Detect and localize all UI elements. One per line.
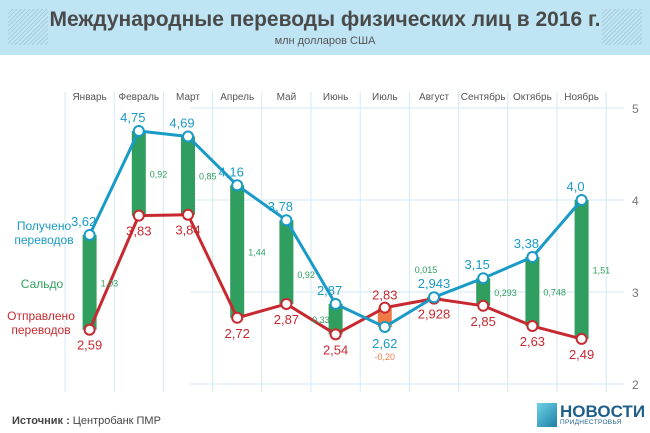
received-label: 2,87 xyxy=(317,283,342,298)
sent-point xyxy=(132,209,145,222)
x-tick-label: Июль xyxy=(372,92,398,103)
y-tick-label: 4 xyxy=(632,194,639,208)
balance-bar xyxy=(230,185,245,318)
received-label: 4,69 xyxy=(169,116,194,131)
received-label: 3,78 xyxy=(268,199,293,214)
sent-label: 2,928 xyxy=(418,307,451,322)
sent-point xyxy=(378,301,391,314)
received-point xyxy=(280,214,293,227)
source-label: Источник : xyxy=(12,415,70,427)
received-point xyxy=(526,251,539,264)
received-point xyxy=(575,194,588,206)
sent-label: 2,54 xyxy=(323,342,348,357)
balance-label: 1,44 xyxy=(248,248,266,258)
sent-point xyxy=(329,328,342,341)
received-label: 4,75 xyxy=(120,110,145,125)
received-point xyxy=(428,291,440,304)
sent-label: 3,84 xyxy=(175,223,200,238)
balance-bar xyxy=(574,200,589,339)
x-tick-label: Март xyxy=(176,92,200,103)
x-tick-label: Февраль xyxy=(118,92,159,103)
received-point xyxy=(378,320,391,333)
header: Международные переводы физических лиц в … xyxy=(0,0,650,55)
received-point xyxy=(329,297,342,310)
balance-label: 0,293 xyxy=(494,288,517,298)
sent-label: 2,49 xyxy=(569,347,594,362)
sent-point xyxy=(182,208,194,221)
x-tick-label: Январь xyxy=(72,92,106,103)
balance-label: 0,85 xyxy=(199,172,217,182)
logo-line1: НОВОСТИ xyxy=(560,402,646,422)
source-value: Центробанк ПМР xyxy=(72,415,161,427)
sent-point xyxy=(231,311,244,324)
sent-point xyxy=(477,299,490,312)
balance-label: 0,92 xyxy=(297,270,315,280)
received-label: 4,0 xyxy=(567,179,585,194)
y-tick-label: 5 xyxy=(632,102,639,116)
legend-received-line2: переводов xyxy=(14,233,73,247)
received-label: 2,943 xyxy=(418,276,451,291)
x-tick-label: Сентябрь xyxy=(461,91,506,103)
hatch-decoration-right xyxy=(602,9,642,45)
sent-label: 2,59 xyxy=(77,338,102,353)
balance-bar xyxy=(181,136,195,215)
hatch-decoration-left xyxy=(8,9,48,45)
x-tick-label: Май xyxy=(277,92,297,103)
sent-label: 3,83 xyxy=(126,224,151,239)
balance-label: 0,92 xyxy=(150,169,168,179)
legend-balance: Сальдо xyxy=(21,277,64,291)
received-point xyxy=(231,179,244,192)
received-label: 2,62 xyxy=(372,336,397,351)
chart-subtitle: млн долларов США xyxy=(274,35,376,47)
balance-label: 1,03 xyxy=(101,278,119,288)
x-tick-label: Октябрь xyxy=(513,91,552,103)
balance-label: 0,015 xyxy=(415,265,438,275)
balance-label: -0,20 xyxy=(375,352,396,362)
x-tick-label: Август xyxy=(419,92,450,103)
received-label: 3,15 xyxy=(465,257,490,272)
y-tick-label: 2 xyxy=(632,378,639,392)
logo: НОВОСТИ ПРИДНЕСТРОВЬЯ xyxy=(537,403,645,427)
balance-bar xyxy=(525,257,540,327)
balance-bar xyxy=(476,278,491,306)
y-tick-label: 3 xyxy=(632,286,639,300)
sent-point xyxy=(280,297,293,310)
sent-label: 2,83 xyxy=(372,288,397,303)
balance-label: 0,33 xyxy=(312,315,330,325)
legend-sent-line2: переводов xyxy=(11,323,70,337)
sent-label: 2,72 xyxy=(225,326,250,341)
balance-bar xyxy=(279,220,294,304)
logo-mark xyxy=(537,403,557,427)
balance-bar xyxy=(328,303,343,335)
legend-sent-line1: Отправлено xyxy=(7,309,75,323)
x-tick-label: Ноябрь xyxy=(564,91,599,103)
sent-label: 2,87 xyxy=(274,312,299,327)
source: Источник : Центробанк ПМР xyxy=(12,415,161,427)
x-tick-label: Июнь xyxy=(323,92,348,103)
balance-label: 0,748 xyxy=(543,288,566,298)
received-label: 3,62 xyxy=(71,214,96,229)
chart-title: Международные переводы физических лиц в … xyxy=(49,8,601,31)
sent-point xyxy=(83,323,96,336)
sent-point xyxy=(526,320,539,333)
x-tick-label: Апрель xyxy=(220,92,254,103)
logo-line2: ПРИДНЕСТРОВЬЯ xyxy=(560,419,622,427)
received-label: 3,38 xyxy=(514,236,539,251)
received-label: 4,16 xyxy=(219,164,244,179)
sent-label: 2,85 xyxy=(471,314,496,329)
balance-bar xyxy=(131,131,146,216)
received-point xyxy=(477,272,490,285)
sent-point xyxy=(575,332,588,345)
balance-bar xyxy=(82,234,97,330)
sent-label: 2,63 xyxy=(520,334,545,349)
received-point xyxy=(83,228,96,241)
legend-received-line1: Получено xyxy=(17,219,72,233)
balance-label: 1,51 xyxy=(593,265,611,275)
received-point xyxy=(182,130,194,143)
received-point xyxy=(132,125,145,137)
